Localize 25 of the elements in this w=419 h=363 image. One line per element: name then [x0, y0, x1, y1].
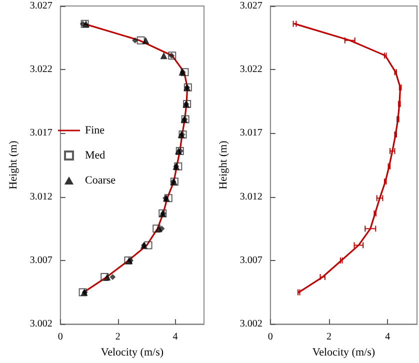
y-tick-label: 3.002 — [30, 318, 52, 330]
y-tick-label: 3.007 — [240, 254, 262, 266]
x-axis-title: Velocity (m/s) — [312, 346, 376, 358]
y-tick-label: 3.022 — [240, 64, 262, 76]
legend-label: Fine — [85, 124, 105, 136]
y-tick-label: 3.022 — [30, 64, 52, 76]
x-tick-label: 0 — [58, 332, 63, 343]
x-tick-label: 2 — [326, 332, 332, 343]
y-tick-label: 3.027 — [240, 0, 262, 12]
y-tick-label: 3.002 — [240, 318, 262, 330]
x-tick-label: 0 — [268, 332, 273, 343]
x-tick-label: 4 — [385, 332, 390, 343]
y-axis-title: Height (m) — [218, 140, 230, 190]
y-tick-label: 3.012 — [240, 191, 262, 202]
x-axis-title: Velocity (m/s) — [100, 346, 164, 358]
y-tick-label: 3.007 — [30, 254, 52, 266]
y-tick-label: 3.017 — [240, 128, 262, 139]
legend-label: Med — [85, 150, 106, 162]
x-tick-label: 2 — [115, 332, 120, 343]
legend-label: Coarse — [85, 174, 116, 186]
x-tick-label: 4 — [172, 332, 178, 343]
y-tick-label: 3.012 — [30, 191, 52, 202]
y-tick-label: 3.027 — [30, 0, 52, 12]
y-axis-title: Height (m) — [8, 140, 20, 190]
y-tick-label: 3.017 — [30, 128, 52, 139]
